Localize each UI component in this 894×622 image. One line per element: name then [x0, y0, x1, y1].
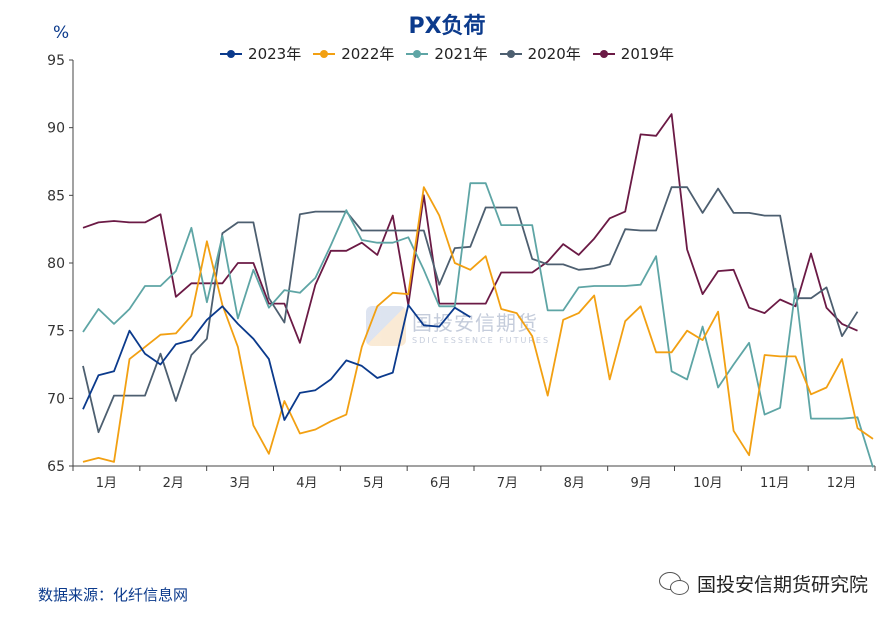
x-tick-label: 12月 [827, 476, 857, 491]
x-tick-label: 1月 [96, 476, 117, 491]
legend-swatch [406, 49, 429, 58]
x-tick-label: 2月 [163, 476, 184, 491]
legend-label: 2023年 [248, 45, 302, 63]
y-tick-label: 90 [47, 121, 65, 137]
x-tick-label: 11月 [760, 476, 790, 491]
y-axis-unit-label: % [53, 23, 70, 43]
series-line-2020年 [82, 186, 859, 434]
legend-label: 2022年 [341, 45, 395, 63]
y-tick-label: 70 [47, 391, 65, 407]
x-tick-label: 4月 [296, 476, 317, 491]
watermark: 国投安信期货 SDIC ESSENCE FUTURES [366, 306, 550, 346]
y-tick-label: 80 [47, 256, 65, 272]
brand-name: 国投安信期货研究院 [696, 574, 868, 596]
legend-item: 2020年 [499, 43, 581, 64]
legend-swatch [220, 49, 243, 58]
legend-label: 2021年 [434, 45, 488, 63]
x-tick-label: 6月 [430, 476, 451, 491]
y-tick-label: 65 [47, 459, 65, 475]
source-note: 数据来源：化纤信息网 [38, 586, 189, 604]
x-tick-label: 7月 [497, 476, 518, 491]
y-tick-label: 75 [47, 324, 65, 340]
x-tick-label: 5月 [363, 476, 384, 491]
legend-label: 2020年 [527, 45, 581, 63]
chart-title: PX负荷 [408, 14, 486, 39]
legend-label: 2019年 [620, 45, 674, 63]
legend-swatch [313, 49, 336, 58]
watermark-logo-icon [366, 306, 406, 346]
legend-swatch [592, 49, 615, 58]
x-tick-label: 8月 [564, 476, 585, 491]
legend-item: 2023年 [220, 43, 301, 64]
legend-item: 2021年 [406, 43, 488, 64]
chart-legend: 2023年 2022年 2021年 2020年 2019年 [0, 43, 894, 64]
x-tick-label: 9月 [630, 476, 651, 491]
watermark-text-cn: 国投安信期货 [412, 311, 538, 335]
legend-item: 2022年 [313, 43, 394, 64]
wechat-icon [658, 571, 689, 596]
brand-footer: 国投安信期货研究院 [658, 570, 868, 597]
x-tick-label: 3月 [229, 476, 250, 491]
y-tick-label: 95 [47, 53, 65, 69]
watermark-text-en: SDIC ESSENCE FUTURES [412, 336, 551, 345]
x-tick-label: 10月 [693, 476, 723, 491]
y-tick-label: 85 [47, 188, 65, 204]
series-line-2021年 [82, 182, 874, 468]
series-line-2022年 [82, 186, 874, 463]
series-line-2019年 [82, 113, 858, 344]
legend-swatch [499, 49, 522, 58]
legend-item: 2019年 [592, 43, 674, 64]
series-line-2023年 [82, 304, 471, 421]
